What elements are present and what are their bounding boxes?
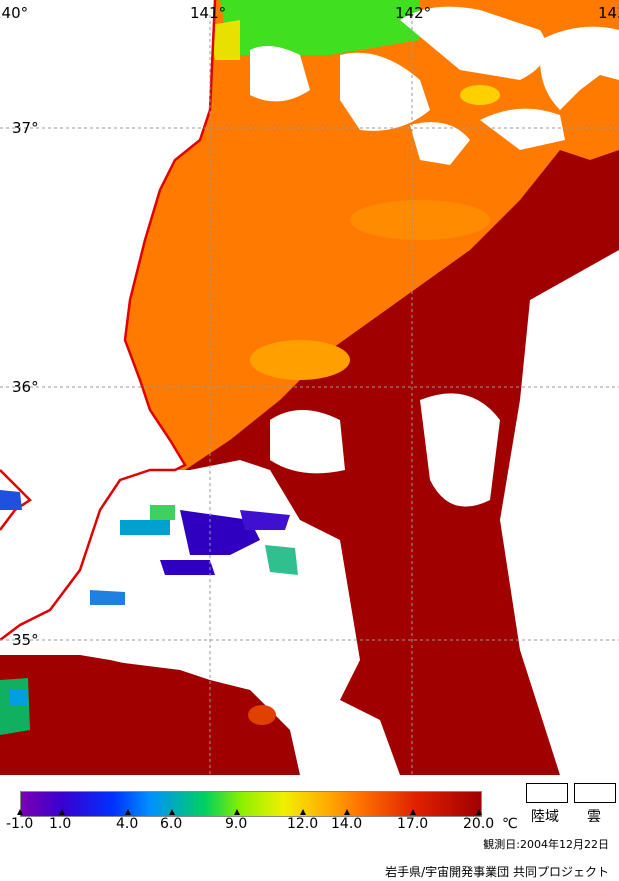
temperature-colorbar: [20, 791, 482, 817]
colorbar-tick: [476, 809, 482, 815]
light-orange-patch: [350, 200, 490, 240]
colorbar-tick: [344, 809, 350, 815]
longitude-label-141: 141°: [190, 4, 226, 22]
colorbar-label: 1.0: [49, 816, 72, 832]
unit-label: ℃: [502, 816, 518, 832]
light-orange-patch: [250, 340, 350, 380]
colorbar-tick: [169, 809, 175, 815]
colorbar-tick: [410, 809, 416, 815]
coastline-west: [0, 469, 32, 531]
orange-patch: [248, 705, 276, 725]
cloud-mask: [0, 6, 619, 775]
longitude-label-143: 143°: [598, 4, 619, 22]
cloud-key-swatch: [574, 783, 616, 803]
cloud-key-label: 雲: [587, 809, 601, 825]
cold-water-patches: [0, 490, 298, 735]
colorbar-tick: [59, 809, 65, 815]
colorbar-label: 17.0: [397, 816, 429, 832]
latitude-label-36: 36°: [12, 378, 39, 396]
credit: 岩手県/宇宙開発事業団 共同プロジェクト: [385, 865, 609, 879]
colorbar-tick: [125, 809, 131, 815]
latitude-label-37: 37°: [12, 119, 39, 137]
graticule: [0, 15, 619, 775]
colorbar-label: 12.0: [287, 816, 319, 832]
longitude-label-142: 142°: [395, 4, 431, 22]
land-key-swatch: [526, 783, 568, 803]
colorbar-label: 20.0: [463, 816, 495, 832]
land-key-label: 陸域: [531, 809, 559, 825]
green-water-region: [220, 0, 420, 55]
yellow-patch: [460, 85, 500, 105]
land-area: [0, 0, 215, 640]
colorbar-label: 14.0: [331, 816, 363, 832]
sea-surface-temperature-map: 140° 141° 142° 143° 37° 36° 35°: [0, 0, 619, 775]
legend: -1.0 1.0 4.0 6.0 9.0 12.0 14.0 17.0 20.0…: [0, 775, 619, 881]
colorbar-tick: [300, 809, 306, 815]
yellow-water-region: [210, 20, 240, 60]
observation-date: 観測日:2004年12月22日: [483, 838, 609, 851]
colorbar-label: 9.0: [225, 816, 248, 832]
colorbar-label: -1.0: [6, 816, 34, 832]
latitude-label-35: 35°: [12, 631, 39, 649]
coastline: [0, 0, 217, 641]
colorbar-label: 6.0: [160, 816, 183, 832]
colorbar-label: 4.0: [116, 816, 139, 832]
colorbar-tick: [234, 809, 240, 815]
longitude-label-140: 140°: [0, 4, 28, 22]
colorbar-tick: [17, 809, 23, 815]
warm-water-region: [60, 660, 290, 760]
